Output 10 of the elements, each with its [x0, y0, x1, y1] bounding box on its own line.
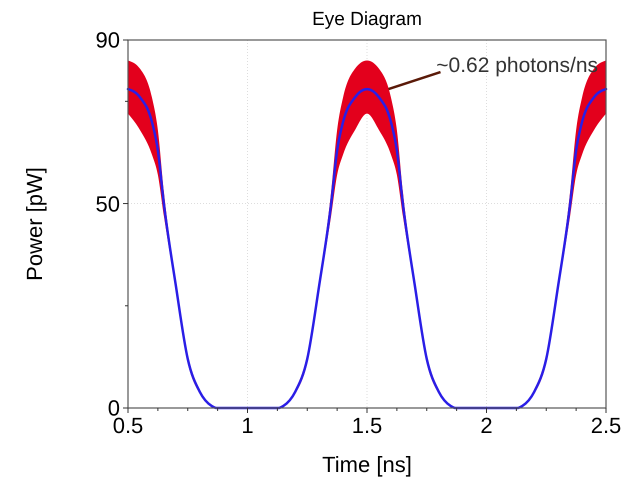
chart-title: Eye Diagram: [312, 9, 422, 30]
y-tick-label: 90: [96, 28, 120, 53]
x-tick-label: 1.5: [352, 413, 382, 438]
x-axis-title: Time [ns]: [322, 452, 412, 477]
y-axis-title: Power [pW]: [22, 167, 47, 281]
y-tick-label: 50: [96, 191, 120, 216]
x-tick-label: 1: [241, 413, 254, 438]
x-tick-label: 2: [480, 413, 493, 438]
annotation: ~0.62 photons/ns: [436, 54, 598, 77]
x-tick-label: 2.5: [590, 413, 622, 438]
